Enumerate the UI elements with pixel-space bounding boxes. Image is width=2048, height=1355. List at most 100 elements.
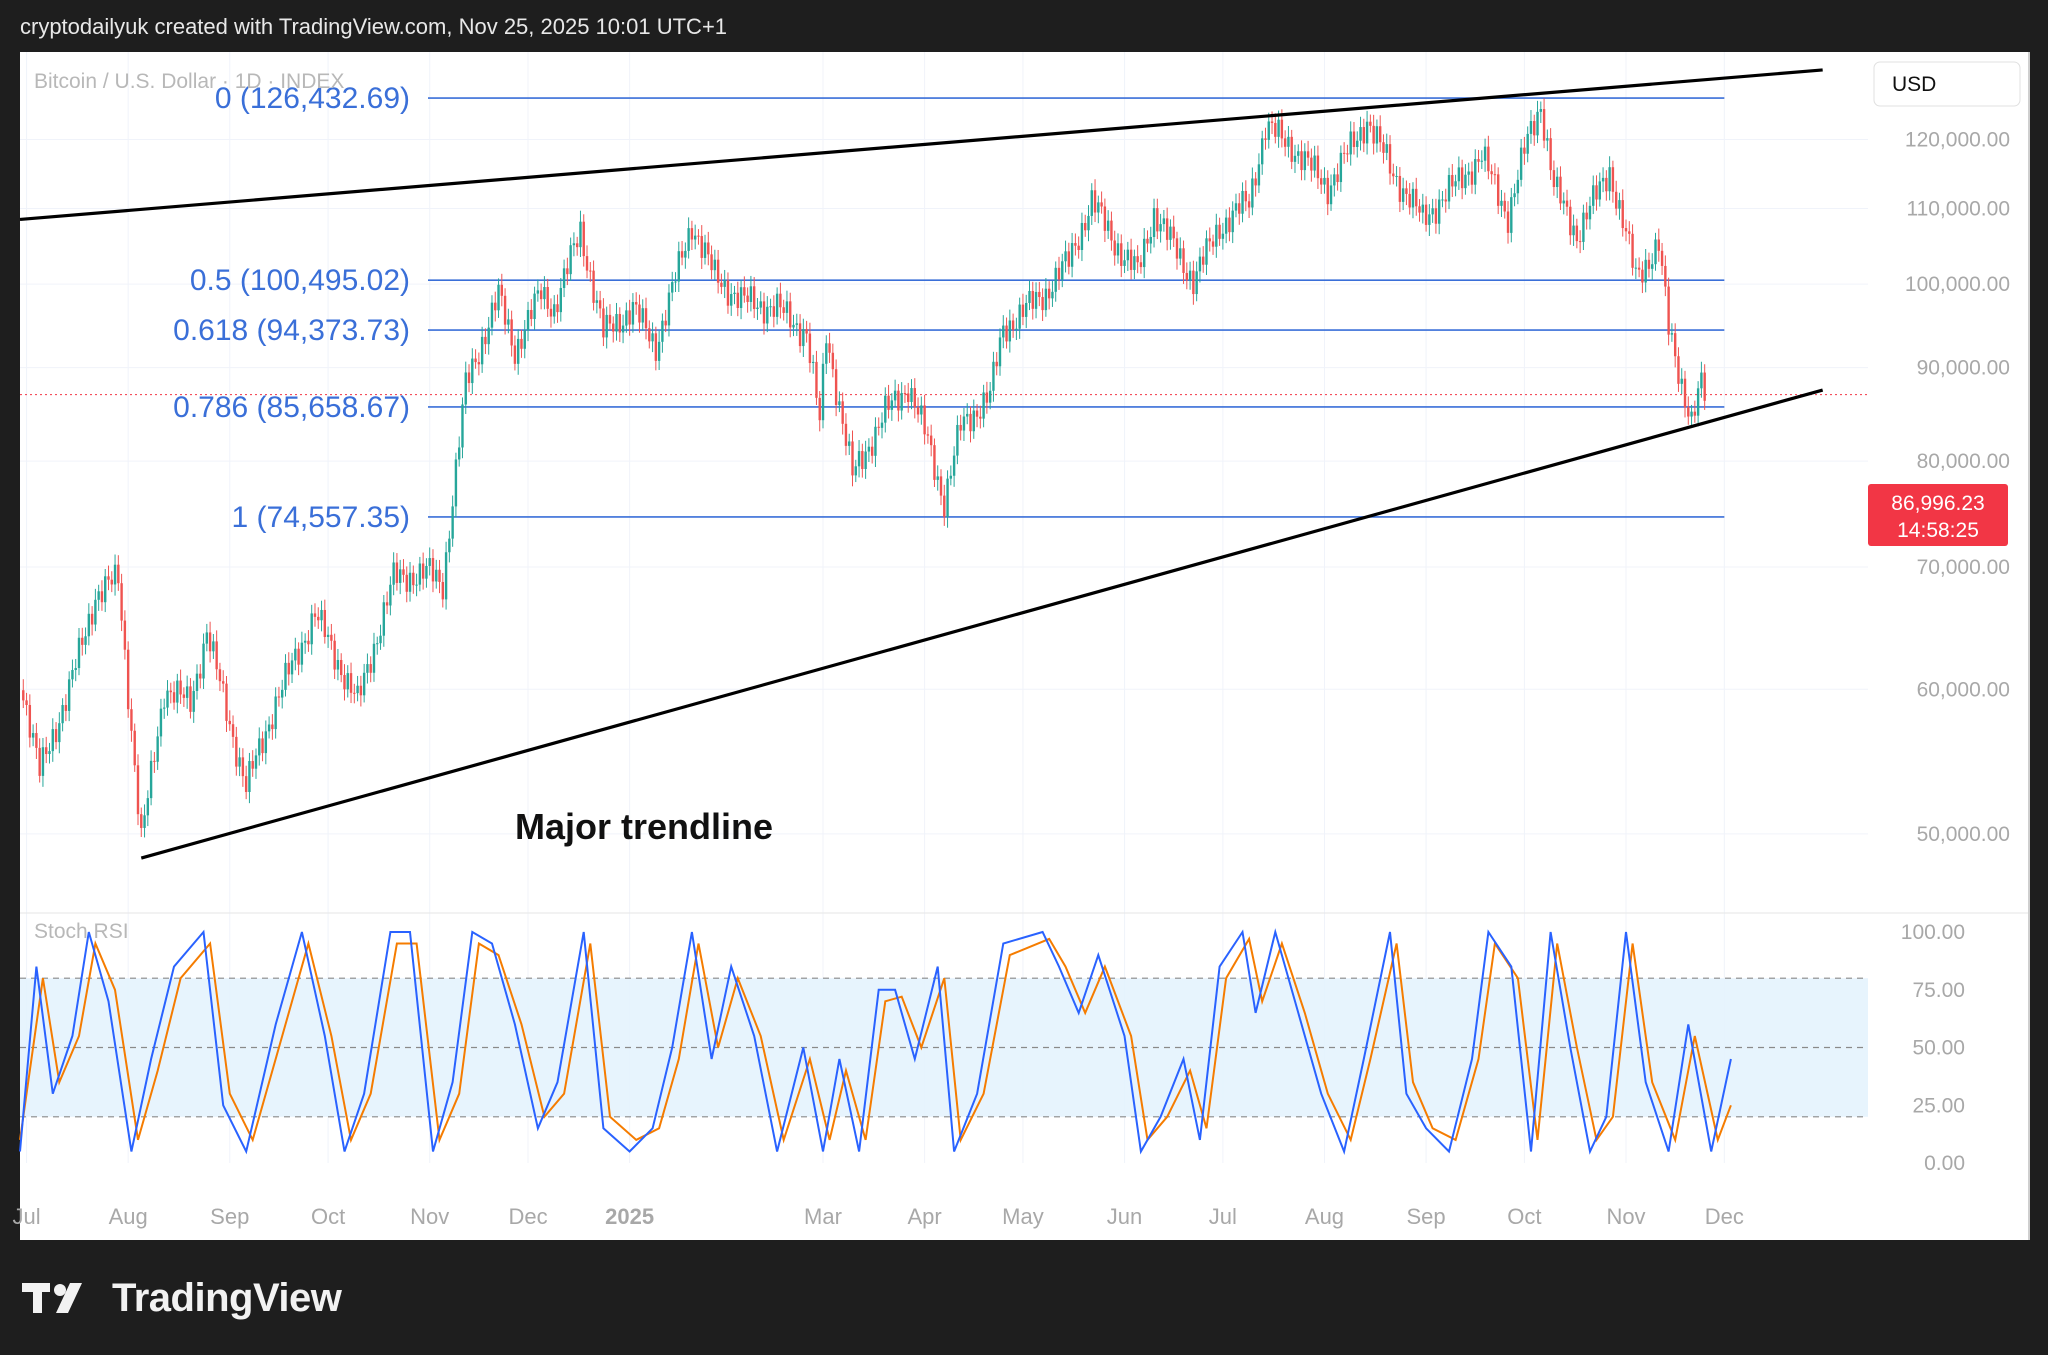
candle-body — [235, 736, 238, 767]
candle-body — [113, 564, 117, 585]
candle-body — [1025, 302, 1028, 317]
candle-body — [1398, 175, 1402, 202]
time-tick-label: Jun — [1107, 1204, 1142, 1229]
candle-body — [340, 659, 343, 676]
candle-body — [497, 284, 500, 311]
candle-body — [857, 451, 861, 467]
candle-body — [598, 300, 602, 309]
candle-body — [936, 476, 939, 480]
candle-body — [1333, 174, 1336, 186]
candle-body — [58, 723, 61, 743]
tradingview-brand[interactable]: TradingView — [22, 1276, 342, 1321]
candle-body — [1129, 249, 1133, 270]
stoch-tick-label: 75.00 — [1912, 979, 1965, 1002]
candle-body — [962, 416, 966, 431]
candle-body — [933, 445, 936, 480]
time-tick-label: Nov — [410, 1204, 449, 1229]
candle-body — [1080, 222, 1084, 250]
candle-body — [628, 310, 631, 325]
candle-body — [1378, 126, 1382, 143]
candle-body — [359, 685, 363, 696]
candle-body — [811, 361, 815, 364]
candle-body — [720, 282, 723, 287]
candle-body — [585, 256, 589, 271]
candle-body — [526, 309, 530, 331]
candle-body — [900, 393, 903, 411]
time-tick-label: Apr — [907, 1204, 941, 1229]
candle-body — [1113, 240, 1116, 256]
candle-body — [189, 686, 192, 712]
candle-body — [615, 313, 618, 332]
candle-body — [1418, 206, 1421, 213]
candle-body — [1172, 226, 1175, 239]
candle-body — [457, 447, 461, 460]
candle-body — [1526, 133, 1529, 154]
candle-body — [703, 242, 707, 258]
candle-body — [815, 361, 818, 398]
candle-body — [920, 405, 923, 415]
candle-body — [1542, 109, 1546, 141]
candle-body — [1277, 119, 1280, 137]
candle-body — [1572, 225, 1575, 236]
candle-body — [651, 333, 654, 342]
candle-body — [782, 307, 785, 313]
candle-body — [267, 724, 271, 732]
candle-body — [398, 569, 402, 583]
candle-body — [163, 707, 166, 709]
candle-body — [1651, 264, 1654, 269]
candle-body — [51, 729, 54, 752]
candle-body — [684, 250, 687, 258]
candle-body — [553, 304, 556, 317]
candle-body — [494, 302, 497, 311]
candle-body — [726, 280, 730, 306]
stoch-rsi-axis[interactable]: 100.00 75.00 50.00 25.00 0.00 — [1901, 921, 1965, 1175]
candle-body — [1690, 411, 1693, 417]
candle-body — [1369, 121, 1372, 126]
candle-body — [313, 613, 317, 617]
candle-body — [392, 562, 395, 585]
candle-body — [231, 724, 235, 737]
candle-body — [1326, 177, 1329, 205]
candle-body — [1618, 200, 1621, 209]
candle-body — [1087, 215, 1090, 231]
price-axis[interactable]: 120,000.00 110,000.00 100,000.00 90,000.00 8… — [1905, 129, 2010, 846]
candle-body — [254, 755, 258, 769]
candle-body — [831, 352, 835, 370]
candle-body — [759, 301, 762, 308]
candle-body — [1431, 208, 1434, 215]
candle-body — [779, 293, 782, 308]
candle-body — [795, 323, 798, 325]
candle-body — [762, 301, 766, 324]
candle-body — [798, 323, 802, 347]
candle-body — [1588, 205, 1592, 220]
candle-body — [1673, 333, 1677, 357]
candle-body — [1595, 185, 1598, 200]
candle-body — [916, 407, 920, 415]
candle-body — [569, 245, 572, 275]
candle-body — [1188, 270, 1192, 281]
candle-body — [1641, 269, 1644, 283]
time-axis[interactable]: Jul Aug Sep Oct Nov Dec 2025 Mar Apr May Jun Jul Aug… — [12, 1204, 1743, 1229]
fib-level-label: 1 (74,557.35) — [232, 501, 410, 534]
candle-body — [644, 308, 648, 329]
candle-body — [851, 441, 854, 476]
candle-body — [716, 259, 720, 283]
candle-body — [1687, 407, 1690, 417]
candle-body — [159, 708, 163, 737]
candle-body — [471, 358, 474, 384]
candle-body — [1493, 174, 1497, 176]
candle-body — [1093, 190, 1097, 213]
candle-body — [1585, 212, 1588, 220]
candle-body — [1667, 286, 1670, 335]
candle-body — [1100, 202, 1103, 207]
candle-body — [1392, 173, 1395, 177]
candle-body — [1434, 208, 1438, 224]
candle-body — [1680, 378, 1683, 384]
candle-body — [825, 343, 828, 364]
currency-box[interactable] — [1873, 61, 2021, 107]
candle-body — [1605, 177, 1608, 192]
candle-body — [874, 426, 877, 456]
candle-body — [1470, 171, 1474, 185]
time-tick-label: Sep — [210, 1204, 249, 1229]
